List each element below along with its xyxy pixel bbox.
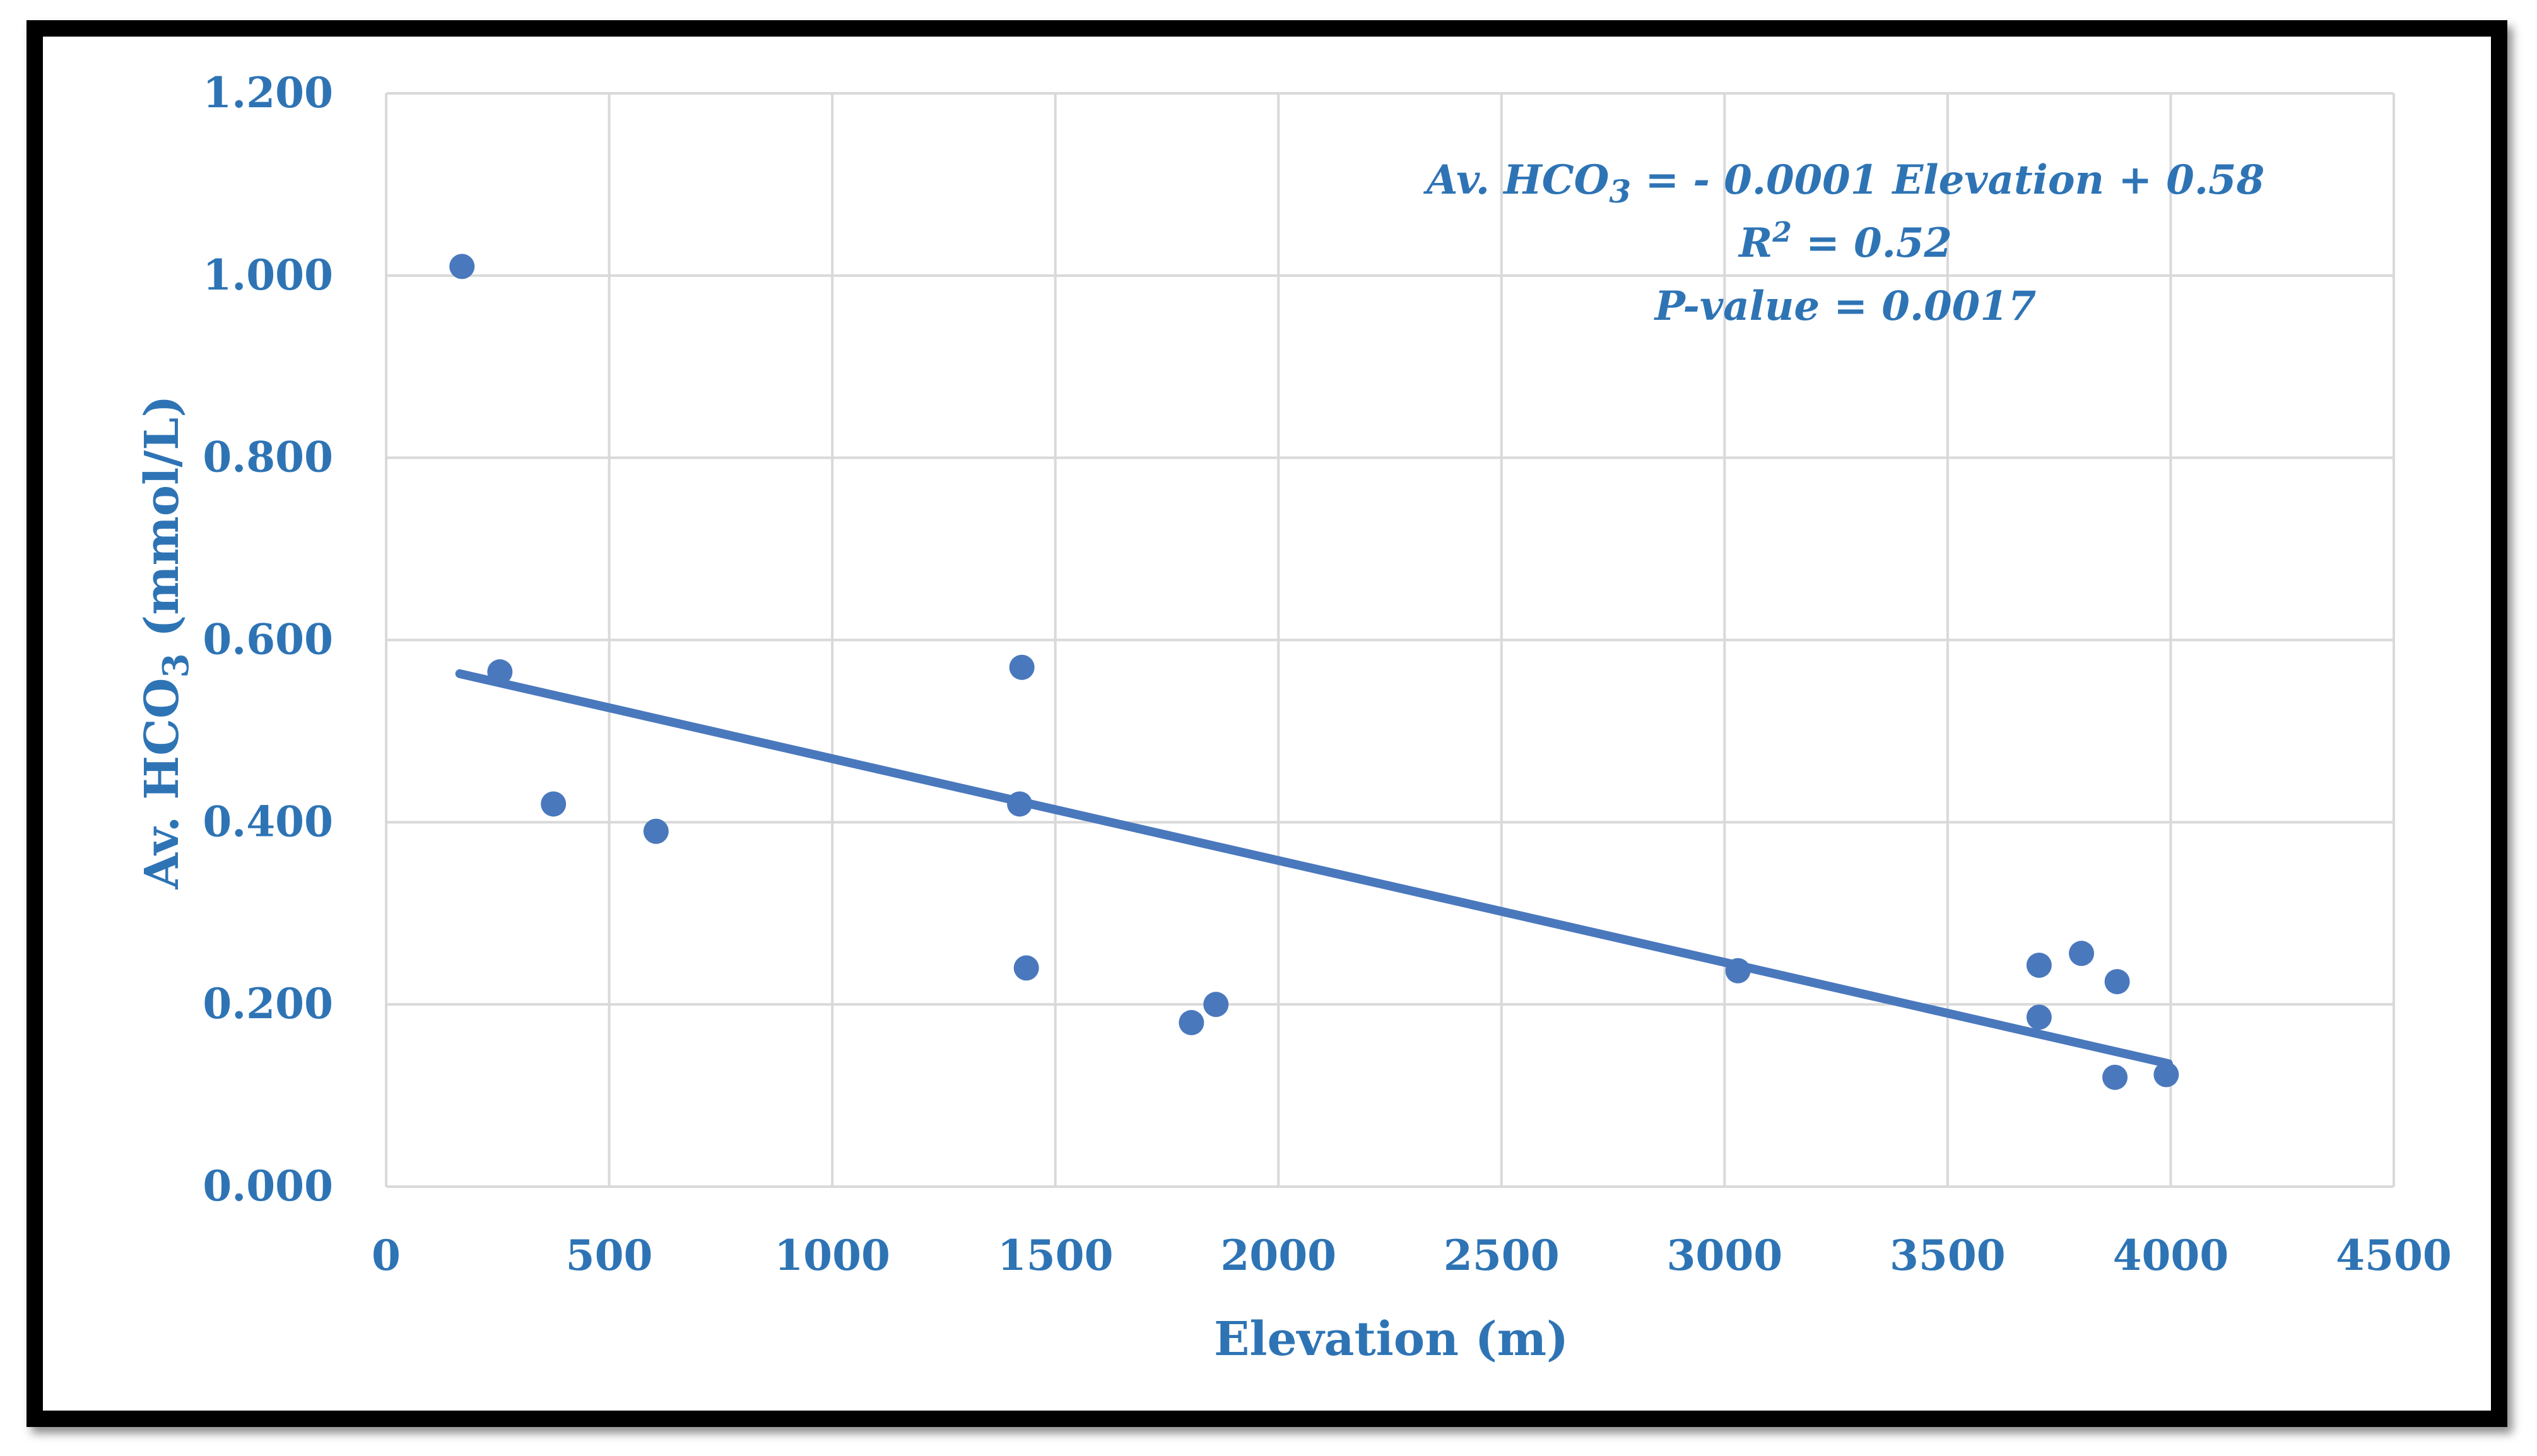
- r-squared-value: = 0.52: [1792, 220, 1952, 267]
- equation-lhs: Av. HCO: [1423, 156, 1610, 204]
- y-axis-title: Av. HCO3 (mmol/L): [135, 396, 197, 890]
- x-tick-label: 1000: [774, 1231, 890, 1280]
- equation-lhs-subscript: 3: [1609, 173, 1631, 210]
- y-tick-label: 0.200: [203, 979, 333, 1028]
- x-axis-tick-labels: 0 500 1000 1500 2000 2500 3000 3500 4000 4500: [372, 1231, 2452, 1280]
- regression-equation: Av. HCO3 = - 0.0001 Elevation + 0.58: [1423, 156, 2264, 210]
- data-point: [1179, 1010, 1204, 1036]
- chart-frame: [26, 20, 2507, 1427]
- x-tick-label: 3000: [1666, 1231, 1782, 1280]
- y-axis-title-main: Av. HCO: [135, 678, 189, 890]
- y-axis-tick-labels: 0.000 0.200 0.400 0.600 0.800 1.000 1.200: [203, 68, 333, 1211]
- x-tick-label: 2500: [1444, 1231, 1560, 1280]
- data-points: [449, 254, 2179, 1090]
- equation-rhs: = - 0.0001 Elevation + 0.58: [1631, 156, 2264, 204]
- p-value-label: P-value = 0.0017: [1654, 283, 2037, 330]
- x-tick-label: 4500: [2336, 1231, 2452, 1280]
- x-tick-label: 0: [372, 1231, 401, 1280]
- x-tick-label: 4000: [2113, 1231, 2229, 1280]
- r-squared-label: R2 = 0.52: [1738, 216, 1952, 267]
- x-tick-label: 500: [566, 1231, 653, 1280]
- y-axis-title-subscript: 3: [155, 654, 197, 678]
- y-axis-title-unit: (mmol/L): [135, 396, 189, 654]
- y-tick-label: 0.000: [203, 1161, 333, 1211]
- trendline: [455, 669, 2173, 1069]
- data-point: [2102, 1064, 2128, 1090]
- data-point: [2026, 1004, 2052, 1030]
- y-tick-label: 1.200: [203, 68, 333, 117]
- data-point: [1725, 958, 1751, 983]
- data-point: [541, 791, 567, 817]
- x-tick-label: 2000: [1220, 1231, 1336, 1280]
- data-point: [2026, 953, 2052, 978]
- x-tick-label: 3500: [1890, 1231, 2006, 1280]
- gridlines: [385, 92, 2395, 1188]
- data-point: [1203, 992, 1229, 1018]
- data-point: [643, 818, 669, 844]
- data-point: [2069, 941, 2095, 966]
- data-point: [1009, 654, 1035, 680]
- data-point: [2153, 1062, 2179, 1088]
- data-point: [1007, 791, 1033, 817]
- y-tick-label: 0.600: [203, 615, 333, 664]
- y-tick-label: 0.400: [203, 797, 333, 846]
- y-tick-label: 1.000: [203, 250, 333, 300]
- data-point: [449, 254, 475, 279]
- y-tick-label: 0.800: [203, 433, 333, 482]
- data-point: [2104, 969, 2130, 995]
- x-axis-title: Elevation (m): [1214, 1312, 1569, 1366]
- x-tick-label: 1500: [998, 1231, 1114, 1280]
- data-point: [1013, 955, 1039, 981]
- r-squared-main: R: [1738, 220, 1772, 267]
- data-point: [487, 659, 513, 685]
- r-squared-superscript: 2: [1772, 216, 1792, 249]
